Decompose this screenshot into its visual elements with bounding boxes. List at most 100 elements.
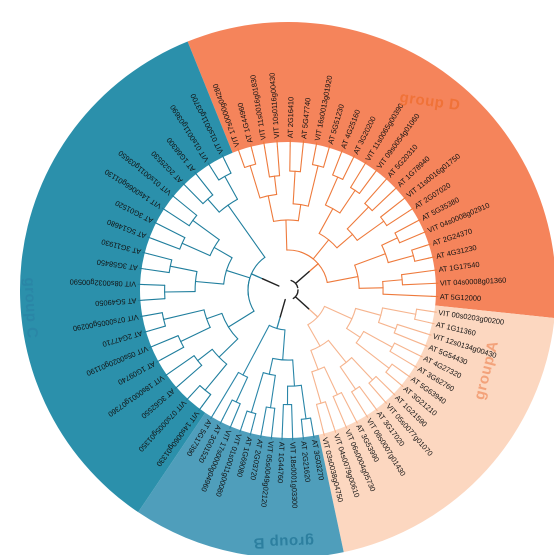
branch-tip	[383, 177, 389, 183]
branch-tip	[139, 314, 147, 318]
branch-radial	[311, 371, 322, 404]
branch-radial	[401, 270, 432, 276]
branch-radial	[144, 268, 170, 274]
branch-radial	[145, 312, 163, 317]
branch-radial	[351, 357, 374, 381]
branch-radial	[385, 371, 399, 384]
branch-radial	[382, 279, 403, 283]
branch-radial	[332, 395, 345, 424]
branch-radial	[292, 170, 296, 205]
branch-tip	[198, 405, 203, 412]
leaf-label: AT 5G12000	[440, 292, 482, 303]
branch-radial	[368, 382, 384, 400]
branch-tip	[420, 230, 427, 235]
branch-tip	[414, 218, 421, 223]
branch-tip	[302, 432, 304, 440]
branch-radial	[159, 224, 186, 239]
branch-radial	[143, 284, 166, 286]
branch-tip	[221, 154, 226, 162]
branch-tip	[302, 140, 305, 148]
branch-tip	[249, 428, 253, 436]
branch-radial	[363, 330, 393, 348]
branch-radial	[393, 342, 418, 355]
branch-tip	[400, 196, 407, 202]
root-node	[277, 279, 299, 301]
group-label-b: group B	[253, 532, 315, 551]
branch-radial	[276, 145, 281, 177]
branch-radial	[178, 364, 203, 386]
branch-radial	[192, 219, 220, 241]
branch-radial	[206, 312, 223, 320]
branch-radial	[242, 324, 270, 376]
branch-radial	[269, 374, 276, 409]
branch-radial	[267, 195, 275, 222]
sector-group-c	[20, 41, 233, 513]
branch-radial	[358, 385, 375, 407]
branch-tip	[164, 371, 171, 377]
branch-radial	[332, 155, 341, 176]
branch-radial	[231, 403, 241, 424]
branch-radial	[291, 403, 294, 435]
branch-radial	[380, 200, 402, 218]
branch-tip	[420, 343, 428, 347]
branch-radial	[268, 357, 274, 375]
leaf-label: AT 5G49050	[95, 296, 137, 308]
branch-tip	[185, 395, 191, 401]
sector-group-d	[187, 22, 554, 318]
branch-tip	[404, 373, 411, 378]
branch-radial	[387, 255, 414, 264]
leaf-label: VIT 18s0001g03300	[288, 442, 299, 509]
branch-radial	[326, 276, 359, 284]
branch-radial	[261, 406, 267, 433]
sector-group-a	[318, 305, 554, 553]
branch-radial	[307, 324, 321, 347]
branch-radial	[414, 318, 429, 323]
branch-radial	[161, 346, 185, 360]
branch-radial	[143, 298, 166, 301]
branch-radial	[194, 280, 225, 285]
leaf-label: VIT 08s0032g00590	[70, 277, 137, 288]
branch-tip	[219, 417, 224, 425]
branch-tip	[373, 168, 378, 175]
branch-radial	[323, 366, 338, 396]
branch-tip	[322, 429, 325, 437]
branch-radial	[300, 384, 307, 420]
tree-branches	[137, 139, 439, 441]
branch-radial	[354, 253, 386, 266]
branch-radial	[250, 372, 264, 413]
branch-radial	[346, 206, 370, 230]
branch-tip	[229, 422, 233, 429]
branch-radial	[235, 376, 249, 403]
branch-radial	[213, 246, 233, 259]
branch-tip	[390, 390, 396, 396]
branch-tip	[143, 330, 151, 333]
branch-tip	[333, 426, 337, 433]
branch-tip	[424, 243, 432, 247]
branch-tip	[171, 194, 178, 200]
branch-radial	[346, 327, 361, 338]
branch-radial	[339, 189, 356, 214]
branch-tip	[139, 267, 147, 270]
branch-radial	[222, 399, 233, 419]
branch-tip	[429, 310, 437, 313]
branch-root	[261, 277, 280, 287]
branch-tip	[424, 332, 432, 336]
branch-tip	[161, 207, 168, 212]
branch-radial	[336, 233, 354, 249]
branch-radial	[239, 153, 246, 169]
branch-radial	[149, 325, 166, 332]
branch-radial	[227, 310, 255, 328]
branch-radial	[324, 401, 335, 428]
branch-tip	[153, 221, 161, 226]
branch-radial	[324, 176, 339, 206]
branch-radial	[310, 417, 314, 433]
leaf-label: AT 5G47740	[299, 97, 312, 139]
branch-radial	[342, 160, 353, 180]
branch-radial	[355, 307, 382, 316]
branch-radial	[210, 167, 220, 181]
branch-radial	[213, 371, 240, 414]
branch-radial	[401, 282, 433, 286]
branch-radial	[414, 257, 429, 262]
